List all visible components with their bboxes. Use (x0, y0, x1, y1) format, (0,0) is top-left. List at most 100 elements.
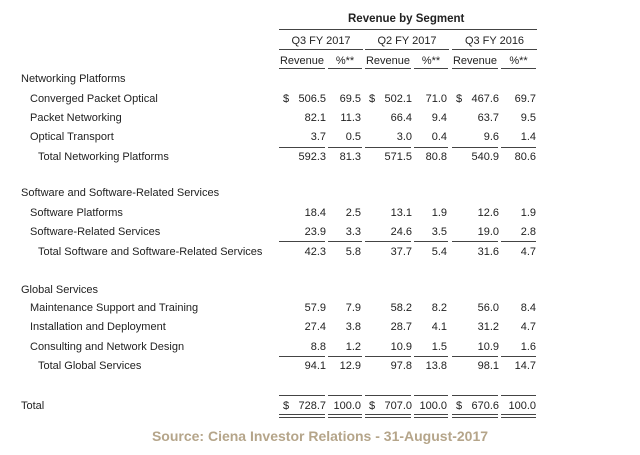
column-header: Revenue (365, 55, 411, 67)
total-label: Total (21, 400, 45, 412)
column-header-underline (365, 68, 411, 69)
column-header: Revenue (452, 55, 498, 67)
grand-total-double-line (414, 414, 448, 418)
grand-total-double-line (365, 414, 411, 418)
subtotal-line (365, 147, 411, 148)
table-cell: 3.5 (431, 226, 447, 238)
table-cell: 63.7 (477, 112, 499, 124)
table-cell: 7.9 (345, 302, 361, 314)
grand-total-double-line (328, 414, 362, 418)
table-cell: 66.4 (390, 112, 412, 124)
subtotal-line (365, 356, 411, 357)
table-cell: 94.1 (304, 360, 326, 372)
currency-symbol: $ (456, 400, 463, 412)
grand-total-line (279, 395, 325, 396)
column-header-underline (414, 68, 448, 69)
subtotal-line (501, 241, 536, 242)
total-label: Total Networking Platforms (38, 151, 169, 163)
table-cell: 1.5 (431, 341, 447, 353)
currency-symbol: $ (369, 93, 376, 105)
subtotal-line (279, 241, 325, 242)
grand-total-line (452, 395, 498, 396)
table-cell: 14.7 (514, 360, 536, 372)
period-underline (279, 49, 363, 50)
table-cell: 9.5 (520, 112, 536, 124)
table-cell: 100.0 (333, 400, 361, 412)
table-cell: 1.6 (520, 341, 536, 353)
subtotal-line (452, 356, 498, 357)
table-cell: 24.6 (390, 226, 412, 238)
grand-total-double-line (279, 414, 325, 418)
period-header: Q3 FY 2016 (464, 35, 525, 47)
table-cell: 707.0 (384, 400, 412, 412)
table-cell: 58.2 (390, 302, 412, 314)
grand-total-line (414, 395, 448, 396)
table-cell: 3.8 (345, 321, 361, 333)
table-cell: 8.8 (310, 341, 326, 353)
table-cell: 506.5 (298, 93, 326, 105)
column-header: Revenue (279, 55, 325, 67)
table-cell: 2.5 (345, 207, 361, 219)
table-cell: 8.2 (431, 302, 447, 314)
table-cell: 13.1 (390, 207, 412, 219)
grand-total-line (501, 395, 536, 396)
table-cell: 4.7 (520, 321, 536, 333)
subtotal-line (414, 241, 448, 242)
table-cell: 3.0 (396, 131, 412, 143)
period-underline (365, 49, 449, 50)
table-cell: 5.4 (431, 246, 447, 258)
table-cell: 10.9 (477, 341, 499, 353)
column-header: %** (509, 55, 528, 67)
column-header-underline (279, 68, 325, 69)
table-cell: 10.9 (390, 341, 412, 353)
table-cell: 4.1 (431, 321, 447, 333)
table-cell: 71.0 (425, 93, 447, 105)
subtotal-line (328, 241, 362, 242)
table-cell: 1.4 (520, 131, 536, 143)
table-cell: 69.7 (514, 93, 536, 105)
table-cell: 27.4 (304, 321, 326, 333)
table-cell: 82.1 (304, 112, 326, 124)
currency-symbol: $ (283, 93, 290, 105)
table-cell: 1.9 (520, 207, 536, 219)
table-cell: 12.6 (477, 207, 499, 219)
table-cell: 31.6 (477, 246, 499, 258)
table-cell: 81.3 (339, 151, 361, 163)
period-underline (452, 49, 537, 50)
row-label: Consulting and Network Design (30, 341, 185, 353)
subtotal-line (452, 241, 498, 242)
row-label: Packet Networking (30, 112, 122, 124)
table-cell: 13.8 (425, 360, 447, 372)
table-cell: 28.7 (390, 321, 412, 333)
currency-symbol: $ (456, 93, 463, 105)
source-caption: Source: Ciena Investor Relations - 31-Au… (151, 428, 489, 444)
table-cell: 728.7 (298, 400, 326, 412)
table-cell: 467.6 (471, 93, 499, 105)
table-cell: 3.7 (310, 131, 326, 143)
table-cell: 9.4 (431, 112, 447, 124)
table-cell: 98.1 (477, 360, 499, 372)
table-cell: 80.8 (425, 151, 447, 163)
row-label: Converged Packet Optical (30, 93, 158, 105)
column-header: %** (421, 55, 441, 67)
table-cell: 19.0 (477, 226, 499, 238)
table-cell: 12.9 (339, 360, 361, 372)
table-cell: 571.5 (384, 151, 412, 163)
grand-total-line (365, 395, 411, 396)
subtotal-line (414, 147, 448, 148)
total-label: Total Global Services (38, 360, 142, 372)
table-cell: 540.9 (471, 151, 499, 163)
table-cell: 31.2 (477, 321, 499, 333)
table-cell: 2.8 (520, 226, 536, 238)
table-cell: 100.0 (419, 400, 447, 412)
column-header-underline (328, 68, 362, 69)
row-label: Installation and Deployment (30, 321, 166, 333)
subtotal-line (452, 147, 498, 148)
table-cell: 0.4 (431, 131, 447, 143)
table-cell: 3.3 (345, 226, 361, 238)
table-cell: 37.7 (390, 246, 412, 258)
table-cell: 23.9 (304, 226, 326, 238)
table-cell: 1.2 (345, 341, 361, 353)
table-cell: 100.0 (508, 400, 536, 412)
title-underline (279, 29, 537, 30)
